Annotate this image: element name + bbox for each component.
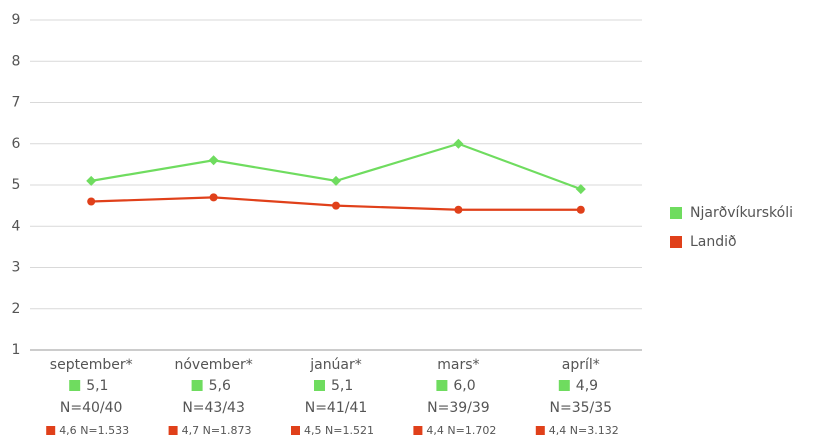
table-value: 4,7	[182, 424, 200, 437]
table-n: N=40/40	[60, 400, 123, 416]
table-n: N=3.132	[570, 424, 619, 437]
table-n: N=1.521	[325, 424, 374, 437]
legend-label: Njarðvíkurskóli	[690, 205, 793, 221]
table-swatch	[168, 426, 178, 435]
table-swatch	[436, 380, 448, 391]
y-tick-label: 9	[12, 12, 21, 28]
table-value: 4,9	[576, 378, 598, 394]
table-n: N=43/43	[182, 400, 245, 416]
marker	[575, 184, 586, 195]
x-tick-label: apríl*	[562, 357, 600, 373]
y-tick-label: 7	[12, 95, 21, 111]
table-swatch	[413, 426, 423, 435]
y-tick-label: 4	[12, 218, 21, 234]
y-tick-label: 1	[12, 342, 21, 358]
table-swatch	[69, 380, 81, 391]
y-tick-label: 5	[12, 177, 21, 193]
marker	[453, 138, 464, 149]
table-n: N=41/41	[305, 400, 368, 416]
legend-swatch	[670, 207, 682, 219]
x-tick-label: janúar*	[309, 357, 362, 373]
table-value: 5,6	[209, 378, 231, 394]
marker	[576, 205, 585, 214]
marker	[208, 155, 219, 166]
marker	[86, 175, 97, 186]
x-tick-label: september*	[50, 357, 133, 373]
table-value: 6,0	[453, 378, 475, 394]
table-value: 4,4	[549, 424, 567, 437]
table-swatch	[535, 426, 545, 435]
legend-label: Landið	[690, 234, 737, 250]
legend-swatch	[670, 236, 682, 248]
table-value: 4,6	[59, 424, 76, 437]
table-swatch	[191, 380, 203, 391]
table-value: 4,4	[426, 424, 444, 437]
table-n: N=39/39	[427, 400, 490, 416]
y-tick-label: 6	[12, 136, 21, 152]
table-value: 5,1	[86, 378, 108, 394]
x-tick-label: nóvember*	[174, 357, 252, 373]
marker	[209, 193, 218, 202]
table-value: 4,5	[304, 424, 322, 437]
table-swatch	[291, 426, 300, 435]
table-swatch	[314, 380, 325, 391]
table-swatch	[46, 426, 56, 435]
x-tick-label: mars*	[437, 357, 479, 373]
marker	[87, 197, 96, 206]
table-n: N=1.873	[203, 424, 252, 437]
marker	[332, 201, 340, 210]
y-tick-label: 8	[12, 53, 21, 69]
table-n: N=1.533	[80, 424, 129, 437]
table-value: 5,1	[331, 378, 353, 394]
marker	[454, 205, 463, 214]
y-tick-label: 2	[12, 301, 21, 317]
table-n: N=1.702	[447, 424, 496, 437]
table-n: N=35/35	[550, 400, 613, 416]
marker	[331, 175, 341, 186]
y-tick-label: 3	[12, 260, 21, 276]
table-swatch	[558, 380, 570, 391]
